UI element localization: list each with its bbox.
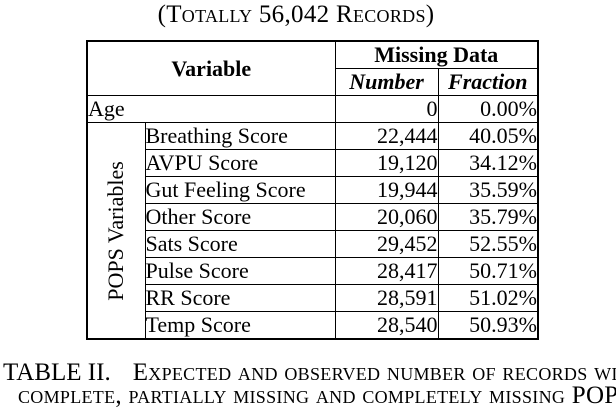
table-row: Other Score 20,060 35.79%: [87, 203, 539, 231]
table-row: Gut Feeling Score 19,944 35.59%: [87, 176, 539, 204]
table-number-label: TABLE II.: [3, 359, 111, 386]
table-caption-line-2: complete, partially missing and complete…: [18, 382, 616, 409]
number-cell: 0: [334, 95, 439, 123]
fraction-header-cell: Fraction: [437, 68, 539, 96]
number-cell: 20,060: [334, 203, 439, 231]
fraction-cell: 34.12%: [437, 149, 539, 177]
number-cell: 22,444: [334, 122, 439, 150]
table-row: Sats Score 29,452 52.55%: [87, 230, 539, 258]
number-cell: 29,452: [334, 230, 439, 258]
variable-name-cell: Pulse Score: [144, 257, 336, 285]
variable-name-cell: Other Score: [144, 203, 336, 231]
table-caption-line-1: TABLE II. Expected and observed number of…: [3, 359, 616, 386]
fraction-cell: 51.02%: [437, 284, 539, 312]
variable-header-cell: Variable: [86, 40, 336, 96]
number-cell: 28,540: [334, 311, 439, 340]
pops-variables-group-label: POPS Variables: [103, 160, 129, 301]
variable-name-cell: Age: [86, 95, 336, 123]
caption-text-line-1: Expected and observed number of records …: [132, 359, 616, 386]
table-row: RR Score 28,591 51.02%: [87, 284, 539, 312]
fraction-cell: 0.00%: [437, 95, 539, 123]
missing-data-table: Variable Missing Data Number Fraction Ag…: [86, 40, 539, 340]
variable-name-cell: AVPU Score: [144, 149, 336, 177]
table-row: AVPU Score 19,120 34.12%: [87, 149, 539, 177]
number-cell: 28,591: [334, 284, 439, 312]
number-cell: 19,120: [334, 149, 439, 177]
pops-variables-group-cell: POPS Variables: [86, 122, 146, 340]
variable-name-cell: Sats Score: [144, 230, 336, 258]
fraction-cell: 35.79%: [437, 203, 539, 231]
table-row: Temp Score 28,540 50.93%: [87, 311, 539, 340]
fraction-cell: 52.55%: [437, 230, 539, 258]
number-cell: 19,944: [334, 176, 439, 204]
fraction-cell: 50.93%: [437, 311, 539, 340]
table-row-age: Age 0 0.00%: [86, 95, 539, 123]
variable-name-cell: Temp Score: [144, 311, 336, 340]
fraction-cell: 40.05%: [437, 122, 539, 150]
number-cell: 28,417: [334, 257, 439, 285]
pops-acronym: POPS: [571, 382, 616, 409]
records-total-caption: (Totally 56,042 Records): [157, 1, 435, 28]
table-row: Pulse Score 28,417 50.71%: [87, 257, 539, 285]
fraction-cell: 35.59%: [437, 176, 539, 204]
fraction-cell: 50.71%: [437, 257, 539, 285]
variable-name-cell: Gut Feeling Score: [144, 176, 336, 204]
variable-name-cell: RR Score: [144, 284, 336, 312]
caption-text-line-2: complete, partially missing and complete…: [18, 382, 572, 409]
table-row: POPS Variables Breathing Score 22,444 40…: [86, 122, 539, 340]
variable-name-cell: Breathing Score: [144, 122, 336, 150]
missing-data-header-cell: Missing Data: [334, 40, 539, 69]
number-header-cell: Number: [334, 68, 439, 96]
